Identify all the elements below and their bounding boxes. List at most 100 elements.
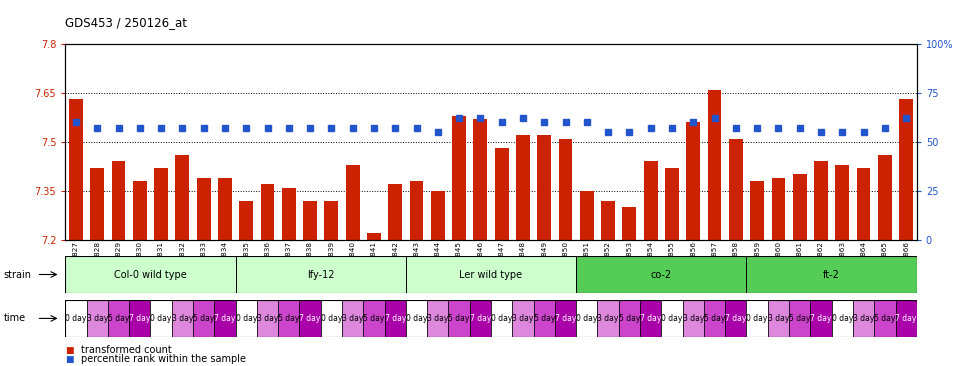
Bar <box>342 300 363 337</box>
Bar <box>151 300 172 337</box>
Text: 5 day: 5 day <box>278 314 300 323</box>
Bar <box>747 256 917 293</box>
Bar <box>389 184 402 240</box>
Bar <box>324 201 338 240</box>
Bar <box>130 300 151 337</box>
Text: strain: strain <box>4 269 32 280</box>
Bar <box>900 100 913 240</box>
Bar <box>218 178 232 240</box>
Bar <box>86 300 108 337</box>
Bar <box>856 168 871 240</box>
Bar <box>516 135 530 240</box>
Bar <box>644 161 658 240</box>
Bar <box>367 233 381 240</box>
Bar <box>427 300 448 337</box>
Text: ■: ■ <box>65 346 74 355</box>
Text: 7 day: 7 day <box>555 314 576 323</box>
Text: 5 day: 5 day <box>108 314 130 323</box>
Text: time: time <box>4 313 26 324</box>
Bar <box>601 201 615 240</box>
Bar <box>132 181 147 240</box>
Text: percentile rank within the sample: percentile rank within the sample <box>81 354 246 365</box>
Bar <box>214 300 235 337</box>
Text: 5 day: 5 day <box>363 314 385 323</box>
Bar <box>852 300 875 337</box>
Bar <box>473 119 488 240</box>
Text: 5 day: 5 day <box>789 314 810 323</box>
Bar <box>448 300 469 337</box>
Text: 3 day: 3 day <box>852 314 875 323</box>
Text: 5 day: 5 day <box>704 314 725 323</box>
Bar <box>665 168 679 240</box>
Bar <box>708 90 722 240</box>
Bar <box>640 300 661 337</box>
Bar <box>155 168 168 240</box>
Bar <box>580 191 593 240</box>
Bar <box>303 201 317 240</box>
Bar <box>321 300 342 337</box>
Text: co-2: co-2 <box>651 269 672 280</box>
Text: 7 day: 7 day <box>896 314 917 323</box>
Bar <box>814 161 828 240</box>
Bar <box>576 300 597 337</box>
Bar <box>534 300 555 337</box>
Text: 3 day: 3 day <box>172 314 193 323</box>
Bar <box>363 300 385 337</box>
Bar <box>385 300 406 337</box>
Bar <box>878 155 892 240</box>
Text: 3 day: 3 day <box>768 314 789 323</box>
Bar <box>410 181 423 240</box>
Text: 5 day: 5 day <box>193 314 214 323</box>
Bar <box>559 139 572 240</box>
Bar <box>406 300 427 337</box>
Text: 3 day: 3 day <box>342 314 363 323</box>
Bar <box>235 256 406 293</box>
Bar <box>597 300 619 337</box>
Text: 7 day: 7 day <box>385 314 406 323</box>
Bar <box>260 184 275 240</box>
Text: 0 day: 0 day <box>235 314 257 323</box>
Bar <box>197 178 210 240</box>
Text: 5 day: 5 day <box>875 314 896 323</box>
Bar <box>111 161 126 240</box>
Bar <box>239 201 253 240</box>
Bar <box>661 300 683 337</box>
Bar <box>300 300 321 337</box>
Bar <box>176 155 189 240</box>
Text: 0 day: 0 day <box>321 314 342 323</box>
Bar <box>346 165 360 240</box>
Bar <box>683 300 704 337</box>
Bar <box>235 300 257 337</box>
Text: 7 day: 7 day <box>214 314 235 323</box>
Bar <box>452 116 466 240</box>
Bar <box>729 139 743 240</box>
Bar <box>65 300 86 337</box>
Bar <box>789 300 810 337</box>
Bar <box>896 300 917 337</box>
Text: transformed count: transformed count <box>81 345 172 355</box>
Text: Col-0 wild type: Col-0 wild type <box>114 269 187 280</box>
Text: 7 day: 7 day <box>725 314 747 323</box>
Text: 0 day: 0 day <box>661 314 683 323</box>
Text: 0 day: 0 day <box>747 314 768 323</box>
Text: 0 day: 0 day <box>406 314 427 323</box>
Bar <box>282 187 296 240</box>
Bar <box>576 256 747 293</box>
Bar <box>494 148 509 240</box>
Bar <box>772 178 785 240</box>
Bar <box>835 165 850 240</box>
Text: 7 day: 7 day <box>810 314 831 323</box>
Text: 7 day: 7 day <box>640 314 661 323</box>
Text: 3 day: 3 day <box>597 314 619 323</box>
Text: 3 day: 3 day <box>683 314 704 323</box>
Text: ■: ■ <box>65 355 74 364</box>
Text: 0 day: 0 day <box>831 314 853 323</box>
Text: 0 day: 0 day <box>151 314 172 323</box>
Text: 5 day: 5 day <box>448 314 469 323</box>
Text: 0 day: 0 day <box>491 314 513 323</box>
Bar <box>747 300 768 337</box>
Bar <box>622 207 636 240</box>
Bar <box>278 300 300 337</box>
Bar <box>492 300 513 337</box>
Bar <box>768 300 789 337</box>
